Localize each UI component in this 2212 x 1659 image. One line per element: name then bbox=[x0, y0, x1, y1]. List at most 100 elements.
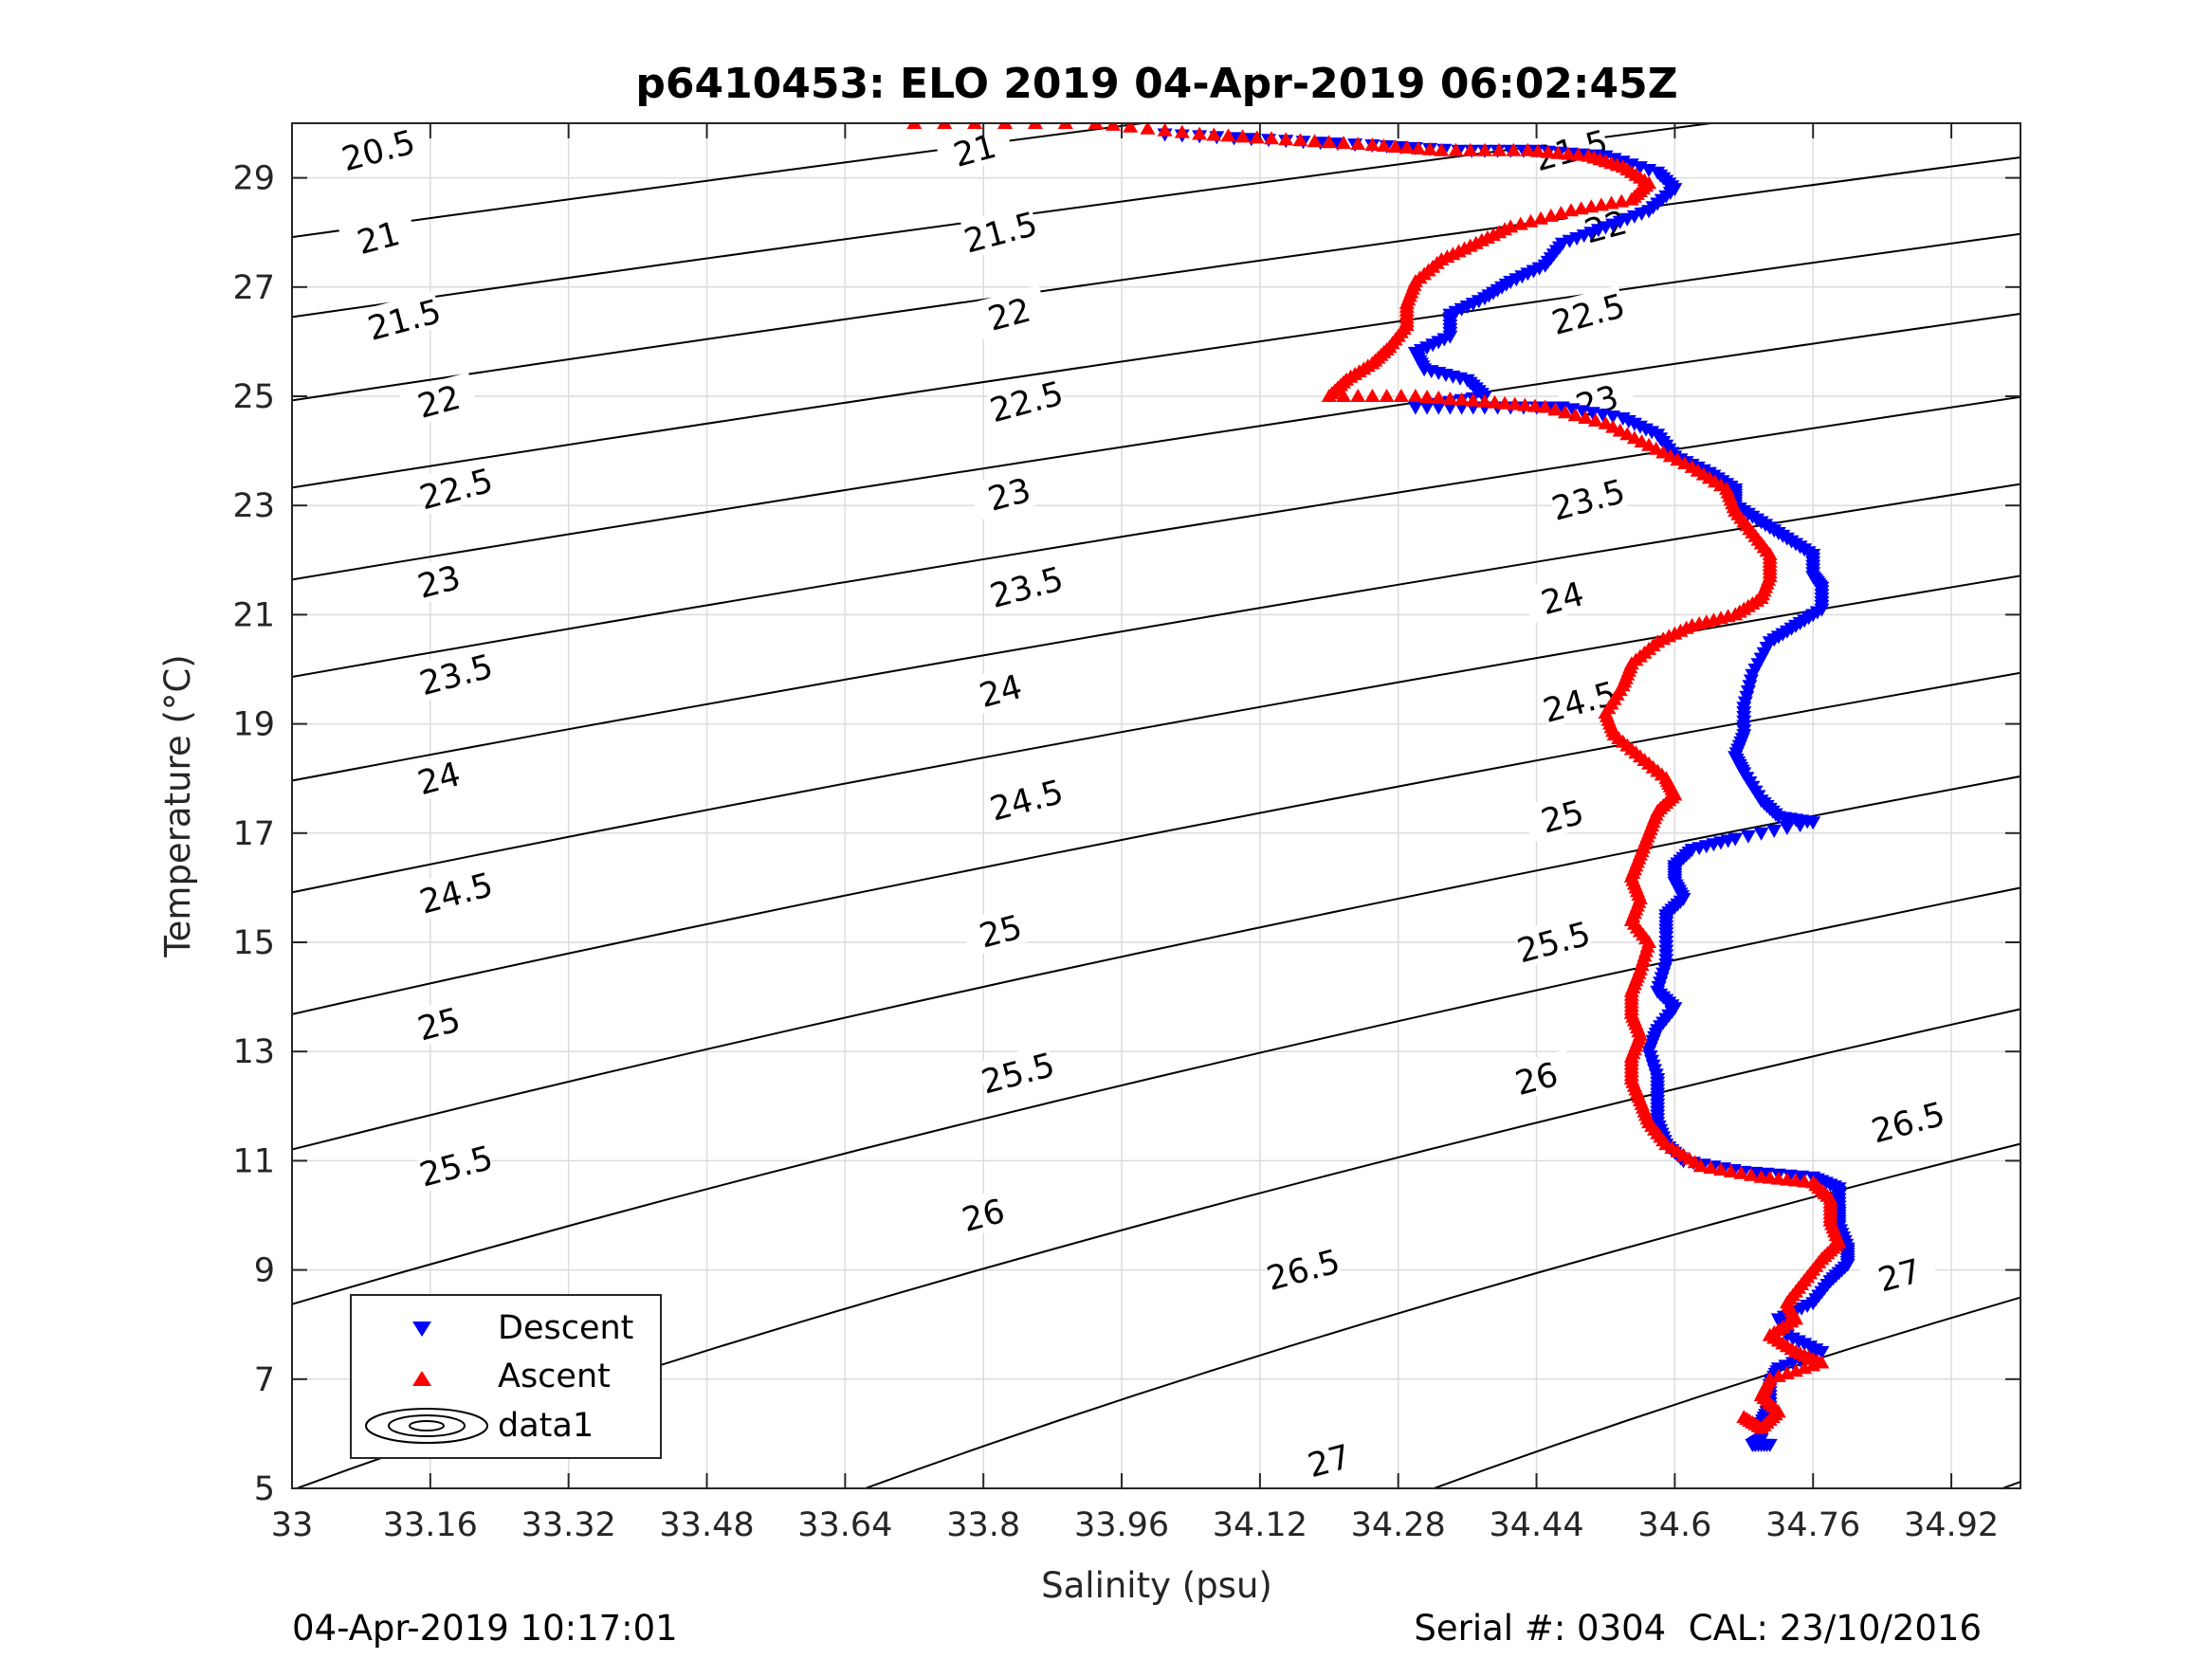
isopycnal-label-bg bbox=[934, 120, 1015, 177]
ascent-point bbox=[1578, 410, 1594, 424]
isopycnal-label-bg bbox=[978, 1044, 1058, 1100]
ascent-point bbox=[1387, 139, 1403, 153]
isopycnal-label-group: 21 bbox=[338, 208, 418, 264]
isopycnal-label-group: 25 bbox=[960, 902, 1040, 957]
isopycnal-label-bg bbox=[1522, 787, 1602, 843]
ascent-point bbox=[1442, 391, 1458, 405]
ascent-point bbox=[1422, 141, 1438, 155]
ascent-point bbox=[1411, 140, 1426, 155]
isopycnal-label-bg bbox=[398, 552, 479, 609]
ascent-point bbox=[1192, 126, 1208, 140]
ascent-point bbox=[1407, 389, 1423, 402]
legend-descent-marker bbox=[412, 1322, 431, 1337]
isopycnal-label-bg bbox=[338, 208, 418, 264]
plot-frame bbox=[291, 122, 2021, 1489]
descent-series bbox=[1157, 128, 1856, 1452]
y-tick-label: 11 bbox=[232, 1142, 275, 1180]
isopycnal-label-group: 25.5 bbox=[1513, 912, 1595, 971]
isopycnal-label-bg bbox=[398, 994, 479, 1050]
ascent-point bbox=[1520, 142, 1536, 156]
isopycnal-label-bg bbox=[1547, 470, 1628, 526]
ascent-point bbox=[1567, 408, 1583, 422]
isopycnal-label-bg bbox=[1522, 569, 1602, 625]
x-axis-label: Salinity (psu) bbox=[1041, 1565, 1272, 1606]
ascent-point bbox=[1278, 132, 1294, 146]
descent-point bbox=[1782, 1169, 1798, 1183]
ascent-point bbox=[1723, 1163, 1739, 1177]
isopycnal-line bbox=[862, 1142, 2020, 1488]
ascent-point bbox=[1336, 389, 1351, 402]
ascent-point bbox=[1557, 405, 1573, 419]
ascent-point bbox=[1476, 393, 1492, 408]
isopycnal-label-bg bbox=[1496, 1048, 1576, 1105]
isopycnal-line bbox=[292, 312, 2020, 581]
isopycnal-label-bg bbox=[1263, 1240, 1343, 1296]
isopycnal-line bbox=[292, 671, 2020, 1015]
ascent-point bbox=[967, 123, 983, 129]
descent-point bbox=[1419, 401, 1435, 415]
ascent-point bbox=[1027, 123, 1043, 129]
ascent-point bbox=[1398, 139, 1415, 154]
y-tick-label: 15 bbox=[232, 924, 275, 962]
ascent-point bbox=[1603, 195, 1619, 210]
ascent-point bbox=[1553, 206, 1569, 219]
ascent-point bbox=[1593, 197, 1609, 211]
ascent-point bbox=[1497, 395, 1513, 410]
isopycnal-label-bg bbox=[364, 290, 444, 346]
isopycnal-label-bg bbox=[398, 749, 479, 805]
y-tick-label: 5 bbox=[254, 1470, 275, 1508]
ascent-point bbox=[1476, 142, 1492, 156]
x-tick-labels: 33 33.16 33.32 33.48 33.64 33.8 33.96 34.12 34.2… bbox=[271, 1506, 1999, 1544]
y-tick-label: 21 bbox=[232, 596, 275, 634]
ascent-point bbox=[1614, 193, 1630, 208]
descent-point bbox=[1779, 822, 1795, 835]
ascent-point bbox=[1321, 389, 1337, 402]
ascent-point bbox=[1547, 402, 1563, 416]
ascent-point bbox=[1788, 1363, 1803, 1377]
x-tick-label: 34.44 bbox=[1489, 1506, 1583, 1544]
ascent-point bbox=[1364, 137, 1380, 151]
ascent-point bbox=[1431, 390, 1447, 404]
ascent-point bbox=[1292, 133, 1308, 147]
ascent-point bbox=[1692, 1158, 1709, 1173]
ascent-point bbox=[1523, 213, 1539, 228]
isopycnal-label-bg bbox=[960, 203, 1040, 259]
ascent-series bbox=[906, 123, 1847, 1434]
isopycnal-label-bg bbox=[1859, 1246, 1939, 1302]
ascent-point bbox=[1550, 145, 1566, 159]
ascent-point bbox=[1512, 216, 1528, 230]
isopycnal-line bbox=[292, 123, 1719, 319]
ascent-point bbox=[1507, 396, 1523, 410]
ascent-point bbox=[1123, 123, 1139, 133]
isopycnal-line bbox=[292, 775, 2020, 1151]
x-tick-label: 33.32 bbox=[521, 1506, 616, 1544]
ascent-point bbox=[1220, 128, 1236, 142]
isopycnal-label-bg bbox=[398, 372, 479, 428]
ascent-point bbox=[997, 123, 1013, 129]
ascent-point bbox=[1623, 191, 1639, 206]
y-tick-label: 23 bbox=[232, 487, 275, 525]
ascent-point bbox=[1563, 203, 1579, 217]
x-tick-label: 33.64 bbox=[797, 1506, 892, 1544]
isopycnal-label-bg bbox=[415, 1137, 496, 1193]
y-tick-label: 19 bbox=[232, 706, 275, 744]
descent-point bbox=[1794, 1170, 1810, 1184]
axis-ticks bbox=[291, 123, 2020, 1489]
ascent-point bbox=[1517, 397, 1533, 411]
y-tick-label: 7 bbox=[254, 1361, 275, 1399]
legend-descent-label: Descent bbox=[498, 1309, 633, 1347]
descent-point bbox=[1442, 401, 1458, 415]
ascent-point bbox=[1174, 124, 1190, 138]
ascent-point bbox=[1376, 138, 1392, 152]
ascent-point bbox=[1419, 390, 1435, 403]
legend-box bbox=[350, 1294, 662, 1459]
descent-point bbox=[1805, 816, 1821, 830]
ascent-point bbox=[1527, 398, 1543, 412]
isopycnal-line bbox=[292, 574, 2020, 894]
ascent-point bbox=[1487, 394, 1503, 409]
ascent-point bbox=[1814, 1355, 1830, 1369]
ascent-point bbox=[1736, 1410, 1752, 1424]
ascent-point bbox=[1713, 1162, 1728, 1176]
isopycnal-label-bg bbox=[415, 864, 496, 920]
